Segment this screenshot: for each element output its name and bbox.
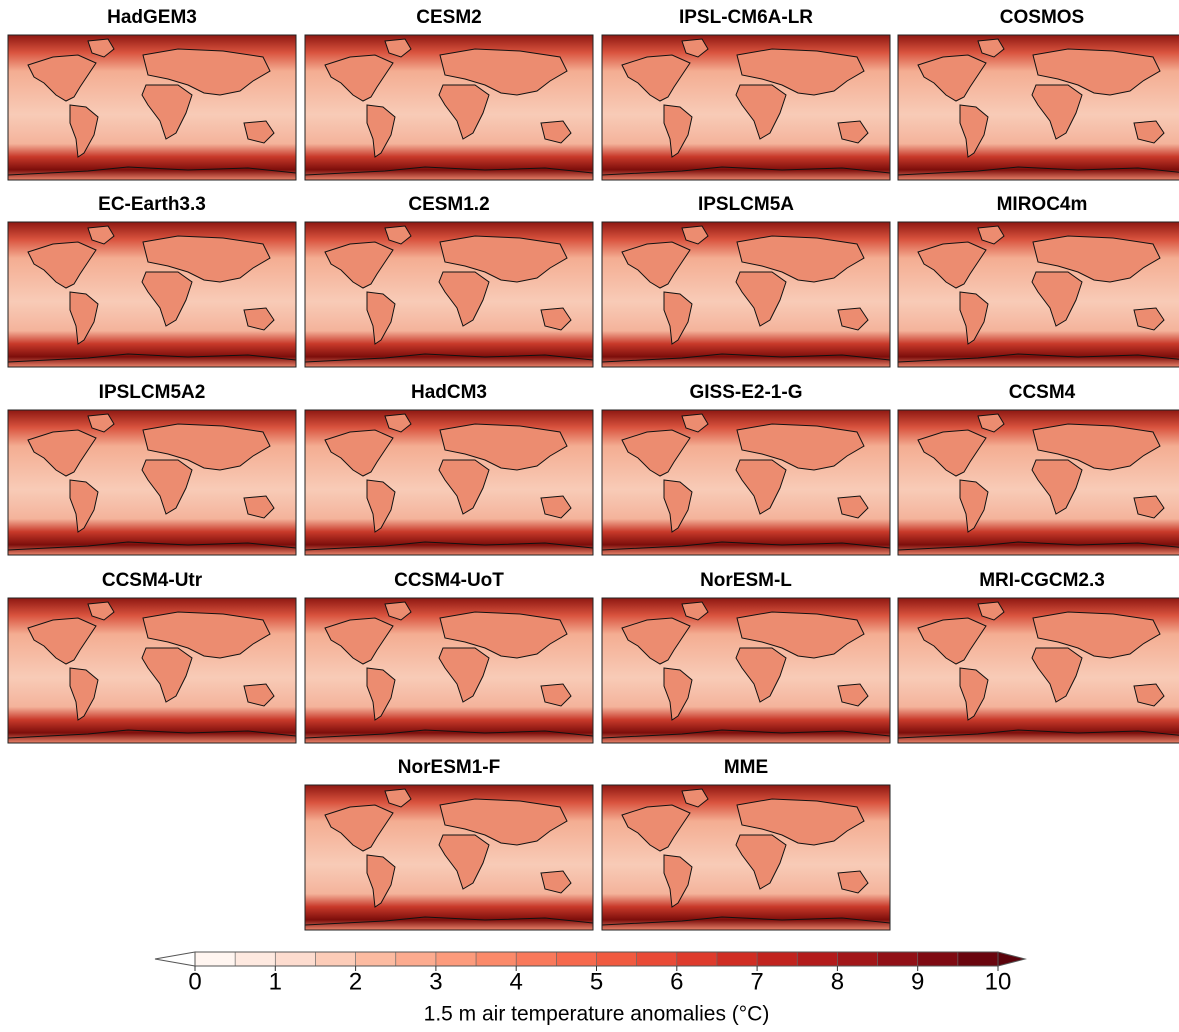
panel-title: CCSM4-UoT bbox=[394, 570, 504, 591]
panel-title: CESM2 bbox=[416, 7, 481, 28]
map bbox=[8, 410, 296, 555]
map bbox=[602, 222, 890, 367]
colorbar-segment bbox=[878, 952, 918, 966]
panel-title: CCSM4 bbox=[1009, 382, 1076, 403]
panel-title: IPSLCM5A2 bbox=[99, 382, 206, 403]
map bbox=[8, 598, 296, 743]
colorbar-segment bbox=[637, 952, 677, 966]
colorbar-segment bbox=[958, 952, 998, 966]
colorbar-segment bbox=[436, 952, 476, 966]
panel-title: IPSL-CM6A-LR bbox=[679, 7, 813, 28]
colorbar-segment bbox=[797, 952, 837, 966]
colorbar-segment bbox=[837, 952, 877, 966]
colorbar-segment bbox=[677, 952, 717, 966]
colorbar-tick-label: 6 bbox=[670, 968, 683, 995]
colorbar-segment bbox=[597, 952, 637, 966]
colorbar-under bbox=[155, 952, 195, 966]
colorbar-tick-label: 8 bbox=[831, 968, 844, 995]
colorbar-tick-label: 3 bbox=[429, 968, 442, 995]
colorbar-label: 1.5 m air temperature anomalies (°C) bbox=[424, 1003, 770, 1026]
colorbar-segment bbox=[275, 952, 315, 966]
colorbar-tick-label: 9 bbox=[911, 968, 924, 995]
panel-title: CCSM4-Utr bbox=[102, 570, 203, 591]
colorbar-tick-label: 5 bbox=[590, 968, 603, 995]
colorbar-tick-label: 10 bbox=[985, 968, 1012, 995]
panel-title: NorESM-L bbox=[700, 570, 792, 591]
panel-title: CESM1.2 bbox=[408, 194, 489, 215]
panel-title: IPSLCM5A bbox=[698, 194, 794, 215]
map bbox=[305, 35, 593, 180]
map bbox=[602, 410, 890, 555]
map bbox=[305, 598, 593, 743]
panel-title: HadCM3 bbox=[411, 382, 487, 403]
map bbox=[8, 35, 296, 180]
map bbox=[602, 35, 890, 180]
panel-title: MRI-CGCM2.3 bbox=[979, 570, 1105, 591]
map bbox=[305, 785, 593, 930]
colorbar-segment bbox=[556, 952, 596, 966]
map bbox=[898, 598, 1179, 743]
colorbar-segment bbox=[516, 952, 556, 966]
figure: HadGEM3 CESM2 IPSL-CM6A-LR COSMOS EC-Earth3.… bbox=[0, 0, 1179, 1032]
colorbar-tick-label: 1 bbox=[269, 968, 282, 995]
colorbar-segment bbox=[356, 952, 396, 966]
colorbar-segment bbox=[396, 952, 436, 966]
colorbar-segment bbox=[195, 952, 235, 966]
colorbar-over bbox=[998, 952, 1025, 966]
panel-title: GISS-E2-1-G bbox=[690, 382, 803, 403]
panel-title: NorESM1-F bbox=[398, 757, 500, 778]
map bbox=[602, 785, 890, 930]
panel-title: MME bbox=[724, 757, 768, 778]
panel-title: EC-Earth3.3 bbox=[98, 194, 206, 215]
colorbar-segment bbox=[918, 952, 958, 966]
map bbox=[898, 410, 1179, 555]
colorbar-segment bbox=[315, 952, 355, 966]
colorbar-tick-label: 4 bbox=[510, 968, 523, 995]
panel-title: MIROC4m bbox=[997, 194, 1088, 215]
map bbox=[8, 222, 296, 367]
map bbox=[898, 35, 1179, 180]
panel-title: COSMOS bbox=[1000, 7, 1084, 28]
colorbar-segment bbox=[717, 952, 757, 966]
colorbar-tick-label: 0 bbox=[188, 968, 201, 995]
map bbox=[602, 598, 890, 743]
map bbox=[305, 410, 593, 555]
colorbar-segment bbox=[757, 952, 797, 966]
colorbar-segment bbox=[476, 952, 516, 966]
colorbar-tick-label: 7 bbox=[750, 968, 763, 995]
map bbox=[898, 222, 1179, 367]
panel-title: HadGEM3 bbox=[107, 7, 197, 28]
colorbar-segment bbox=[235, 952, 275, 966]
colorbar-tick-label: 2 bbox=[349, 968, 362, 995]
map bbox=[305, 222, 593, 367]
